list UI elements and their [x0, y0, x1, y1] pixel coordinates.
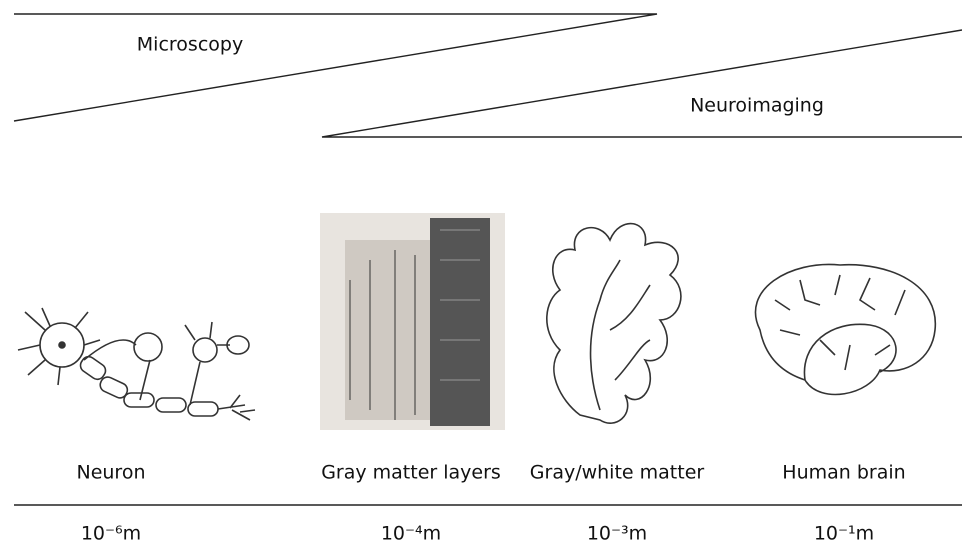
item-label: Human brain [782, 462, 905, 484]
item-label: Neuron [76, 462, 145, 484]
scale-label: 10⁻¹m [814, 523, 874, 545]
item-label: Gray/white matter [530, 462, 705, 484]
microscopy-wedge [13, 13, 658, 122]
scale-label: 10⁻⁶m [81, 523, 141, 545]
neuroimaging-wedge [321, 29, 962, 138]
item-label: Gray matter layers [321, 462, 501, 484]
wedge-label: Neuroimaging [690, 95, 824, 117]
scale-label: 10⁻⁴m [381, 523, 441, 545]
neuron-illustration [17, 307, 256, 421]
gray-white-matter-illustration [546, 222, 682, 424]
gray-matter-illustration [320, 213, 505, 430]
human-brain-illustration [754, 263, 937, 396]
wedge-label: Microscopy [137, 34, 243, 56]
scale-label: 10⁻³m [587, 523, 647, 545]
